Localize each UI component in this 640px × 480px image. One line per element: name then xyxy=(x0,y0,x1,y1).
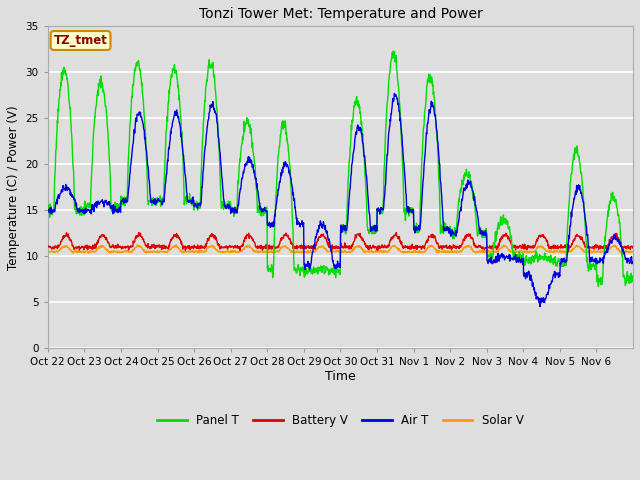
Panel T xyxy=(595,284,602,289)
Air T xyxy=(536,304,544,310)
Line: Panel T: Panel T xyxy=(48,51,633,287)
Panel T xyxy=(136,65,143,71)
Text: TZ_tmet: TZ_tmet xyxy=(54,34,108,47)
Y-axis label: Temperature (C) / Power (V): Temperature (C) / Power (V) xyxy=(7,105,20,270)
Battery V xyxy=(479,244,487,250)
Air T xyxy=(390,91,398,96)
Title: Tonzi Tower Met: Temperature and Power: Tonzi Tower Met: Temperature and Power xyxy=(198,7,483,21)
Battery V xyxy=(629,243,637,249)
Solar V xyxy=(479,249,487,255)
Panel T xyxy=(479,228,486,234)
Battery V xyxy=(236,248,244,253)
Air T xyxy=(622,256,630,262)
X-axis label: Time: Time xyxy=(325,370,356,383)
Air T xyxy=(136,109,143,115)
Battery V xyxy=(136,232,143,238)
Legend: Panel T, Battery V, Air T, Solar V: Panel T, Battery V, Air T, Solar V xyxy=(152,409,528,432)
Battery V xyxy=(326,244,334,250)
Air T xyxy=(325,237,333,243)
Line: Air T: Air T xyxy=(48,94,633,307)
Air T xyxy=(629,260,637,266)
Battery V xyxy=(622,246,630,252)
Air T xyxy=(565,232,573,238)
Solar V xyxy=(315,244,323,250)
Solar V xyxy=(44,248,52,253)
Solar V xyxy=(622,248,630,253)
Battery V xyxy=(135,229,143,235)
Battery V xyxy=(44,243,52,249)
Air T xyxy=(44,207,52,213)
Solar V xyxy=(629,249,637,255)
Line: Battery V: Battery V xyxy=(48,232,633,251)
Solar V xyxy=(70,251,77,256)
Panel T xyxy=(390,48,397,54)
Panel T xyxy=(629,276,637,281)
Solar V xyxy=(326,249,334,254)
Line: Solar V: Solar V xyxy=(48,245,633,253)
Battery V xyxy=(315,234,323,240)
Panel T xyxy=(314,264,322,270)
Solar V xyxy=(134,242,141,248)
Panel T xyxy=(325,268,333,274)
Air T xyxy=(314,229,322,235)
Panel T xyxy=(44,203,52,208)
Air T xyxy=(479,228,486,234)
Solar V xyxy=(136,243,144,249)
Solar V xyxy=(565,249,573,254)
Battery V xyxy=(565,243,573,249)
Panel T xyxy=(564,206,572,212)
Panel T xyxy=(622,280,630,286)
